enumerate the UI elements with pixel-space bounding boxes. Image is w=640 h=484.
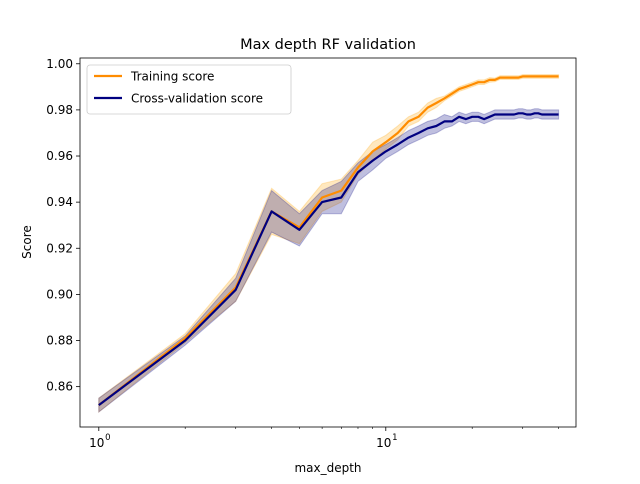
y-tick-label: 0.92	[46, 241, 73, 255]
x-axis: 10 0 10 1	[89, 427, 559, 450]
line-cross-validation-score	[98, 112, 559, 406]
x-tick-label: 10	[376, 436, 391, 450]
y-axis: 0.86 0.88 0.90 0.92 0.94 0.96 0.98 1.00	[46, 57, 80, 394]
x-axis-label: max_depth	[294, 461, 361, 475]
y-axis-label: Score	[20, 225, 34, 259]
chart-title: Max depth RF validation	[240, 37, 416, 53]
y-tick-label: 0.90	[46, 287, 73, 301]
legend-label-cross-validation: Cross-validation score	[131, 92, 263, 106]
y-tick-label: 0.96	[46, 149, 73, 163]
x-tick-label-exponent: 1	[392, 433, 397, 443]
y-tick-label: 0.88	[46, 334, 73, 348]
plot-area	[98, 74, 560, 414]
band-cross-validation-score	[98, 108, 560, 414]
y-tick-label: 0.94	[46, 195, 73, 209]
legend-label-training: Training score	[130, 70, 214, 84]
y-tick-label: 0.98	[46, 103, 73, 117]
band-training-score	[98, 74, 560, 414]
x-tick-label: 10	[89, 436, 104, 450]
y-tick-label: 0.86	[46, 380, 73, 394]
x-tick-label-exponent: 0	[105, 433, 110, 443]
legend: Training score Cross-validation score	[86, 64, 292, 115]
axes-frame	[79, 57, 577, 428]
y-tick-label: 1.00	[46, 57, 73, 71]
line-training-score	[98, 75, 559, 406]
legend-box	[86, 64, 292, 115]
